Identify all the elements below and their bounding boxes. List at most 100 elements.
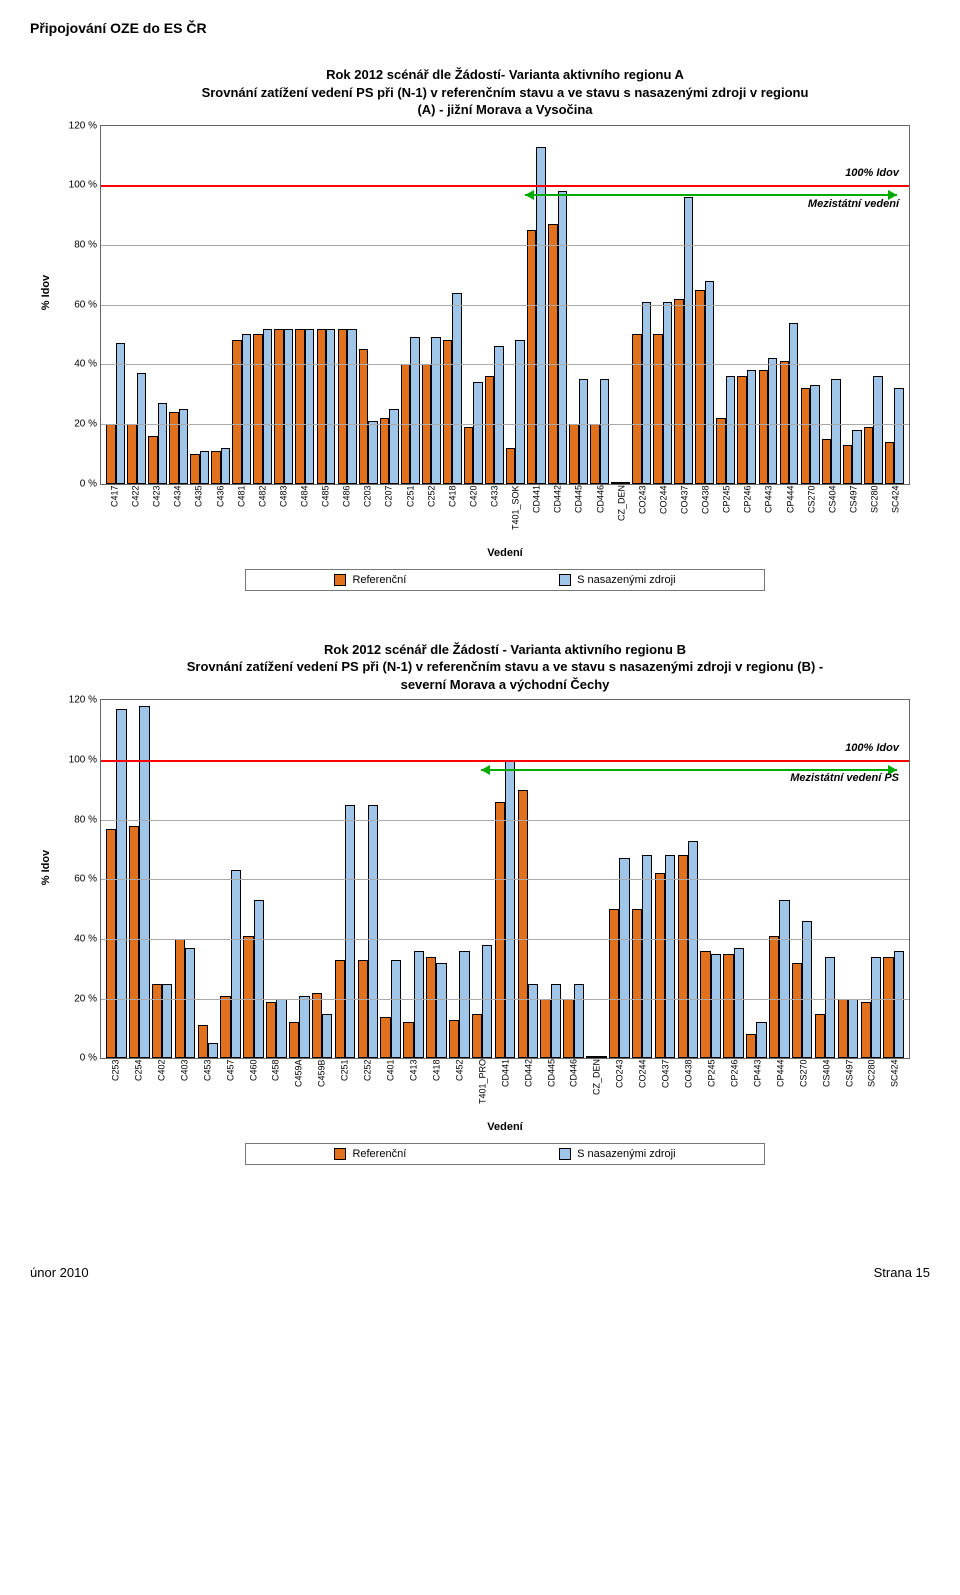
bar-ref	[426, 957, 436, 1058]
bar-ref	[548, 224, 557, 484]
xlabel: CD446	[562, 1059, 585, 1117]
bar-ref	[655, 873, 665, 1058]
bar-nas	[779, 900, 789, 1058]
chart-a-plot: 0 %20 %40 %60 %80 %100 %120 %100% IdovMe…	[100, 125, 910, 485]
bar-ref	[359, 349, 368, 483]
bar-nas	[574, 984, 584, 1059]
bar-nas	[179, 409, 188, 484]
bar-ref	[472, 1014, 482, 1059]
bar-nas	[473, 382, 482, 483]
bar-nas	[684, 197, 693, 483]
bar-nas	[756, 1022, 766, 1058]
xlabel: CO243	[632, 485, 653, 543]
bar-ref	[106, 829, 116, 1059]
bar-ref	[358, 960, 368, 1058]
bar-ref	[152, 984, 162, 1059]
bar-nas	[482, 945, 492, 1058]
bar-ref	[653, 334, 662, 483]
bar-ref	[801, 388, 810, 483]
bar-ref	[243, 936, 253, 1058]
bar-ref	[590, 424, 599, 484]
bar-ref	[780, 361, 789, 483]
xlabel: C203	[357, 485, 378, 543]
bar-ref	[716, 418, 725, 484]
chart-b-plot: 0 %20 %40 %60 %80 %100 %120 %100% IdovMe…	[100, 699, 910, 1059]
bar-ref	[220, 996, 230, 1059]
bar-ref	[106, 424, 115, 484]
xlabel: CO244	[653, 485, 674, 543]
bar-ref	[211, 451, 220, 484]
bar-nas	[705, 281, 714, 484]
bar-nas	[431, 337, 440, 483]
annotation-mezistatni: Mezistátní vedení PS	[790, 772, 899, 784]
xlabel: C423	[146, 485, 167, 543]
xlabel: C484	[294, 485, 315, 543]
bar-ref	[822, 439, 831, 484]
xlabel: CS404	[822, 485, 843, 543]
xlabel: T401_PRO	[471, 1059, 494, 1117]
bar-ref	[678, 855, 688, 1058]
xlabel: CP443	[746, 1059, 769, 1117]
xlabel: CP246	[723, 1059, 746, 1117]
bar-ref	[449, 1020, 459, 1059]
bar-nas	[242, 334, 251, 483]
x-axis-label: Vedení	[100, 1121, 910, 1133]
bar-ref	[674, 299, 683, 484]
xlabel: C485	[315, 485, 336, 543]
bar-ref	[464, 427, 473, 484]
xlabel: C483	[273, 485, 294, 543]
bar-nas	[459, 951, 469, 1058]
bar-nas	[389, 409, 398, 484]
bar-nas	[368, 805, 378, 1059]
legend-nas-label: S nasazenými zdroji	[577, 1148, 675, 1160]
bar-nas	[848, 999, 858, 1059]
bar-nas	[831, 379, 840, 483]
xlabel: SC424	[883, 1059, 906, 1117]
bar-nas	[263, 329, 272, 484]
bar-ref	[769, 936, 779, 1058]
xlabel: C486	[336, 485, 357, 543]
bar-nas	[665, 855, 675, 1058]
xlabel: CS270	[801, 485, 822, 543]
bar-ref	[148, 436, 157, 484]
xlabel: CD441	[526, 485, 547, 543]
xlabel: CO243	[608, 1059, 631, 1117]
bar-nas	[894, 951, 904, 1058]
bar-nas	[528, 984, 538, 1059]
xlabel: CD442	[517, 1059, 540, 1117]
legend-ref: Referenční	[334, 1148, 406, 1160]
xlabel: CS404	[815, 1059, 838, 1117]
annotation-mezistatni: Mezistátní vedení	[808, 198, 899, 210]
bar-ref	[295, 329, 304, 484]
bar-ref	[843, 445, 852, 484]
bar-nas	[825, 957, 835, 1058]
bar-nas	[368, 421, 377, 484]
xlabel: CS270	[792, 1059, 815, 1117]
chart-a: Rok 2012 scénář dle Žádostí- Varianta ak…	[100, 66, 910, 591]
bar-nas	[200, 451, 209, 484]
bar-nas	[596, 1056, 606, 1058]
bar-nas	[871, 957, 881, 1058]
bar-ref	[563, 999, 573, 1059]
xlabel: C435	[188, 485, 209, 543]
y-axis-label: % Idov	[40, 275, 52, 310]
chart-a-title: Rok 2012 scénář dle Žádostí- Varianta ak…	[125, 66, 885, 119]
bar-ref	[443, 340, 452, 483]
bar-ref	[190, 454, 199, 484]
bar-nas	[137, 373, 146, 483]
ytick: 20 %	[59, 993, 97, 1004]
xlabel: C436	[210, 485, 231, 543]
bar-nas	[802, 921, 812, 1058]
xlabel: C254	[127, 1059, 150, 1117]
xlabel: CZ_DEN	[585, 1059, 608, 1117]
bar-nas	[162, 984, 172, 1059]
footer-right: Strana 15	[874, 1265, 930, 1280]
bar-ref	[335, 960, 345, 1058]
xlabel: C453	[196, 1059, 219, 1117]
xlabel: T401_SOK	[505, 485, 526, 543]
bar-nas	[494, 346, 503, 483]
bar-nas	[663, 302, 672, 484]
bar-nas	[600, 379, 609, 483]
xlabel: CP443	[758, 485, 779, 543]
bar-nas	[347, 329, 356, 484]
